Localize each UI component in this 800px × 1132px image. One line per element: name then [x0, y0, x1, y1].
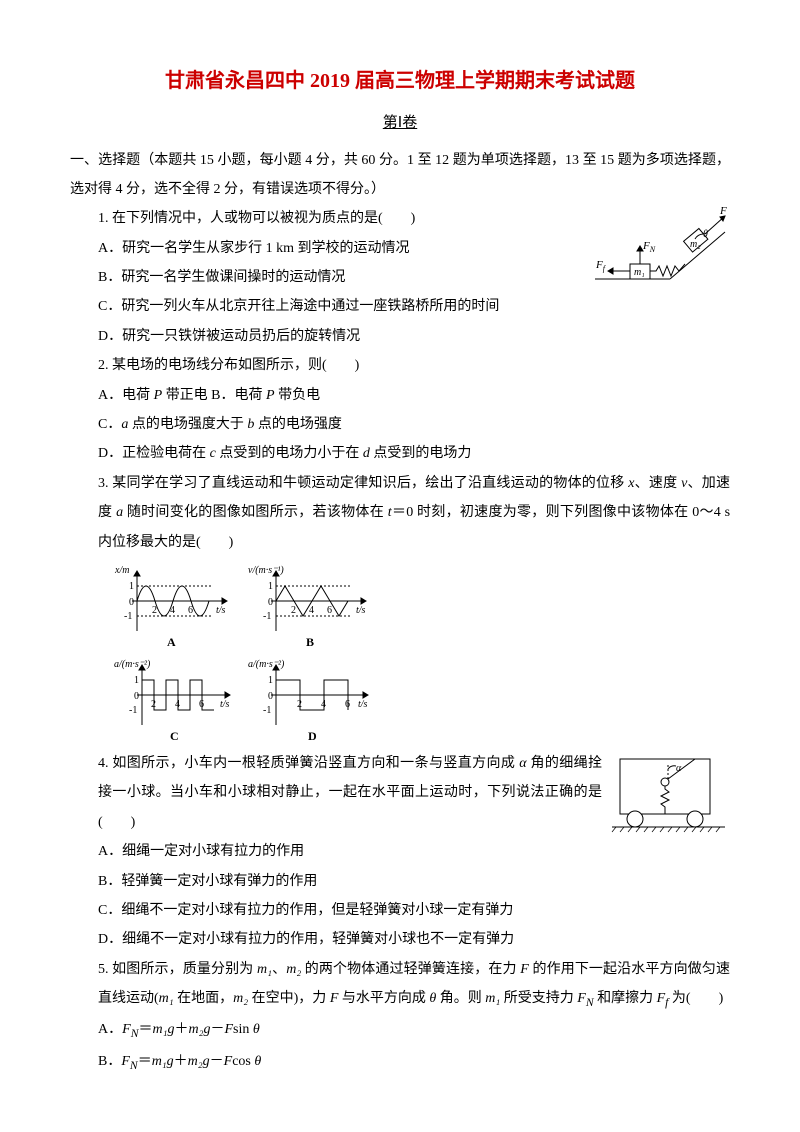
fig5-FN: FN [642, 240, 656, 254]
svg-text:2: 2 [297, 699, 302, 710]
q5-B: B．FN＝m₁g＋m₂g－Fcos θ [70, 1047, 730, 1078]
intro-text: 一、选择题（本题共 15 小题，每小题 4 分，共 60 分。1 至 12 题为… [70, 146, 730, 205]
q4-D: D．细绳不一定对小球有拉力的作用，轻弹簧对小球也不一定有弹力 [70, 925, 730, 954]
svg-text:a/(m·s⁻²): a/(m·s⁻²) [248, 659, 285, 670]
svg-text:x/m: x/m [114, 565, 129, 576]
svg-text:t/s: t/s [216, 605, 226, 616]
svg-text:1: 1 [134, 675, 139, 686]
q2-C: C．a 点的电场强度大于 b 点的电场强度 [70, 410, 730, 439]
svg-text:1: 1 [129, 581, 134, 592]
q3-stem: 3. 某同学在学习了直线运动和牛顿运动定律知识后，绘出了沿直线运动的物体的位移 … [70, 469, 730, 557]
svg-text:A: A [167, 635, 176, 649]
svg-text:B: B [306, 635, 314, 649]
fig5-m1: m₁ [634, 267, 645, 278]
q2-D: D．正检验电荷在 c 点受到的电场力小于在 d 点受到的电场力 [70, 439, 730, 468]
q4-C: C．细绳不一定对小球有拉力的作用，但是轻弹簧对小球一定有弹力 [70, 896, 730, 925]
svg-text:2: 2 [152, 605, 157, 616]
q2-AB: A．电荷 P 带正电 B．电荷 P 带负电 [70, 381, 730, 410]
svg-text:4: 4 [321, 699, 326, 710]
graph-D: a/(m·s⁻²) t/s 1 0 -1 2 4 6 D [246, 655, 386, 745]
q1-D: D．研究一只铁饼被运动员扔后的旋转情况 [70, 322, 730, 351]
svg-text:0: 0 [129, 597, 134, 608]
q5-A: A．FN＝m₁g＋m₂g－Fsin θ [70, 1015, 730, 1046]
svg-text:t/s: t/s [220, 699, 230, 710]
svg-text:6: 6 [327, 605, 332, 616]
svg-text:-1: -1 [263, 611, 271, 622]
svg-text:a/(m·s⁻²): a/(m·s⁻²) [114, 659, 151, 670]
svg-text:2: 2 [151, 699, 156, 710]
svg-text:D: D [308, 729, 317, 743]
figure-q5: F θ FN Ff m₁ m₂ [590, 204, 730, 310]
fig5-F: F [719, 205, 727, 217]
q4-B: B．轻弹簧一定对小球有弹力的作用 [70, 867, 730, 896]
page-title: 甘肃省永昌四中 2019 届高三物理上学期期末考试试题 [70, 60, 730, 102]
svg-text:t/s: t/s [356, 605, 366, 616]
figure-q4: α [610, 749, 730, 845]
svg-text:4: 4 [170, 605, 175, 616]
svg-text:2: 2 [291, 605, 296, 616]
svg-text:t/s: t/s [358, 699, 368, 710]
svg-text:4: 4 [175, 699, 180, 710]
svg-text:C: C [170, 729, 179, 743]
svg-text:0: 0 [268, 691, 273, 702]
svg-text:1: 1 [268, 675, 273, 686]
svg-text:6: 6 [199, 699, 204, 710]
graph-C: a/(m·s⁻²) t/s 1 0 -1 2 4 6 C [112, 655, 242, 745]
graph-B: v/(m·s⁻¹) t/s 1 0 -1 2 4 6 B [246, 561, 386, 651]
q3-graphs-row1: x/m t/s 1 0 -1 2 4 6 A v/(m·s⁻¹) t/s 1 [70, 561, 730, 651]
svg-text:-1: -1 [263, 705, 271, 716]
graph-A: x/m t/s 1 0 -1 2 4 6 A [112, 561, 242, 651]
svg-text:-1: -1 [129, 705, 137, 716]
svg-text:6: 6 [188, 605, 193, 616]
svg-text:1: 1 [268, 581, 273, 592]
q5-stem: 5. 如图所示，质量分别为 m₁、m₂ 的两个物体通过轻弹簧连接，在力 F 的作… [70, 955, 730, 1016]
svg-text:0: 0 [268, 597, 273, 608]
svg-text:-1: -1 [124, 611, 132, 622]
fig5-theta: θ [703, 229, 708, 240]
svg-text:4: 4 [309, 605, 314, 616]
q3-graphs-row2: a/(m·s⁻²) t/s 1 0 -1 2 4 6 C a/(m·s⁻²) [70, 655, 730, 745]
svg-text:6: 6 [345, 699, 350, 710]
fig5-m2: m₂ [690, 239, 701, 250]
q2-stem: 2. 某电场的电场线分布如图所示，则( ) [70, 351, 730, 380]
subtitle: 第Ⅰ卷 [70, 108, 730, 140]
fig5-Ff: Ff [595, 259, 607, 273]
svg-text:0: 0 [134, 691, 139, 702]
svg-text:α: α [676, 763, 682, 774]
svg-text:v/(m·s⁻¹): v/(m·s⁻¹) [248, 565, 284, 576]
